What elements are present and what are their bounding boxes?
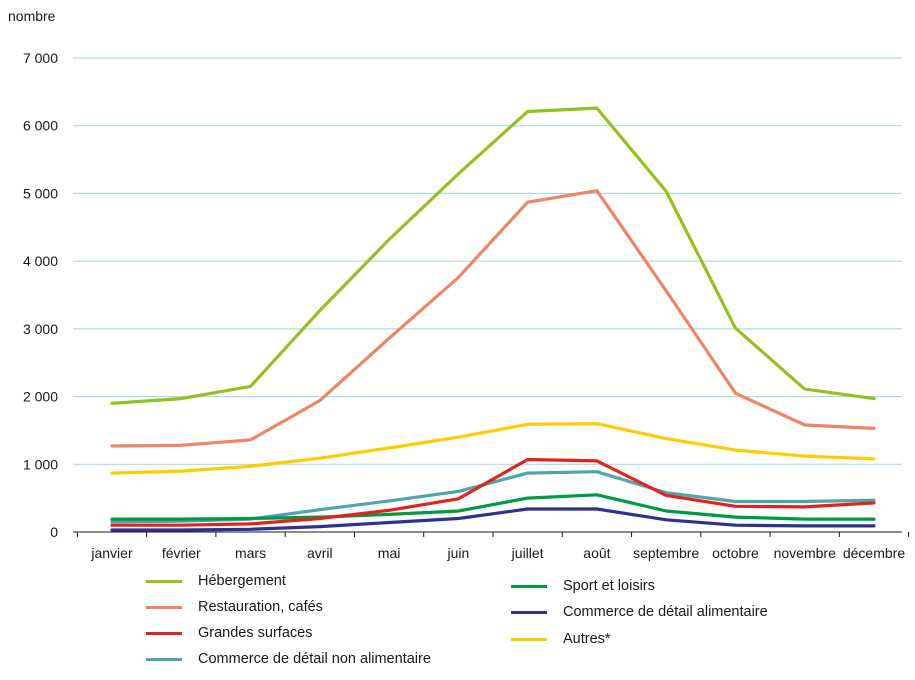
y-tick-label: 1 000 xyxy=(23,456,58,472)
legend-item: Autres* xyxy=(511,631,611,647)
x-tick-label: décembre xyxy=(843,545,905,561)
x-tick-label: juillet xyxy=(511,545,544,561)
y-tick-label: 0 xyxy=(50,524,58,540)
series-line-commerce-de-d-tail-alimentaire xyxy=(110,507,876,532)
y-tick-label: 3 000 xyxy=(23,321,58,337)
legend-swatch xyxy=(511,637,547,641)
series-line-h-bergement xyxy=(110,106,876,405)
legend-swatch xyxy=(146,605,182,609)
legend-item: Commerce de détail alimentaire xyxy=(511,604,768,620)
x-tick-label: mai xyxy=(378,545,401,561)
legend-label: Autres* xyxy=(563,631,611,647)
x-tick-label: septembre xyxy=(633,545,699,561)
y-axis-label: nombre xyxy=(8,8,56,24)
legend-label: Grandes surfaces xyxy=(198,625,313,641)
legend-label: Sport et loisirs xyxy=(563,578,655,594)
legend-swatch xyxy=(146,657,182,661)
x-tick-label: mars xyxy=(235,545,266,561)
x-tick-label: avril xyxy=(307,545,333,561)
legend-item: Restauration, cafés xyxy=(146,599,323,615)
series-line-sport-et-loisirs xyxy=(110,493,876,521)
x-tick-label: août xyxy=(583,545,610,561)
x-tick-label: janvier xyxy=(90,545,133,561)
x-tick-label: juin xyxy=(446,545,469,561)
legend-item: Hébergement xyxy=(146,573,286,589)
legend-label: Restauration, cafés xyxy=(198,599,323,615)
x-tick-label: novembre xyxy=(774,545,836,561)
legend-label: Commerce de détail alimentaire xyxy=(563,604,768,620)
series-line-grandes-surfaces xyxy=(110,457,876,527)
legend-item: Sport et loisirs xyxy=(511,578,655,594)
legend-swatch xyxy=(146,631,182,635)
series-line-autres- xyxy=(110,422,876,475)
y-tick-label: 2 000 xyxy=(23,389,58,405)
legend-label: Hébergement xyxy=(198,573,286,589)
legend-item: Grandes surfaces xyxy=(146,625,312,641)
legend-swatch xyxy=(511,584,547,588)
line-chart: 0 1 000 2 000 3 000 4 000 5 000 6 000 7 000 janv… xyxy=(23,50,910,561)
x-tick-label: octobre xyxy=(712,545,759,561)
x-tick-label: février xyxy=(162,545,201,561)
series-line-restauration-caf-s xyxy=(110,189,876,448)
y-tick-label: 6 000 xyxy=(23,118,58,134)
legend-swatch xyxy=(511,610,547,614)
legend-swatch xyxy=(146,579,182,583)
y-tick-label: 5 000 xyxy=(23,185,58,201)
legend-item: Commerce de détail non alimentaire xyxy=(146,651,431,667)
y-tick-label: 7 000 xyxy=(23,50,58,66)
legend-label: Commerce de détail non alimentaire xyxy=(198,651,431,667)
y-tick-label: 4 000 xyxy=(23,253,58,269)
